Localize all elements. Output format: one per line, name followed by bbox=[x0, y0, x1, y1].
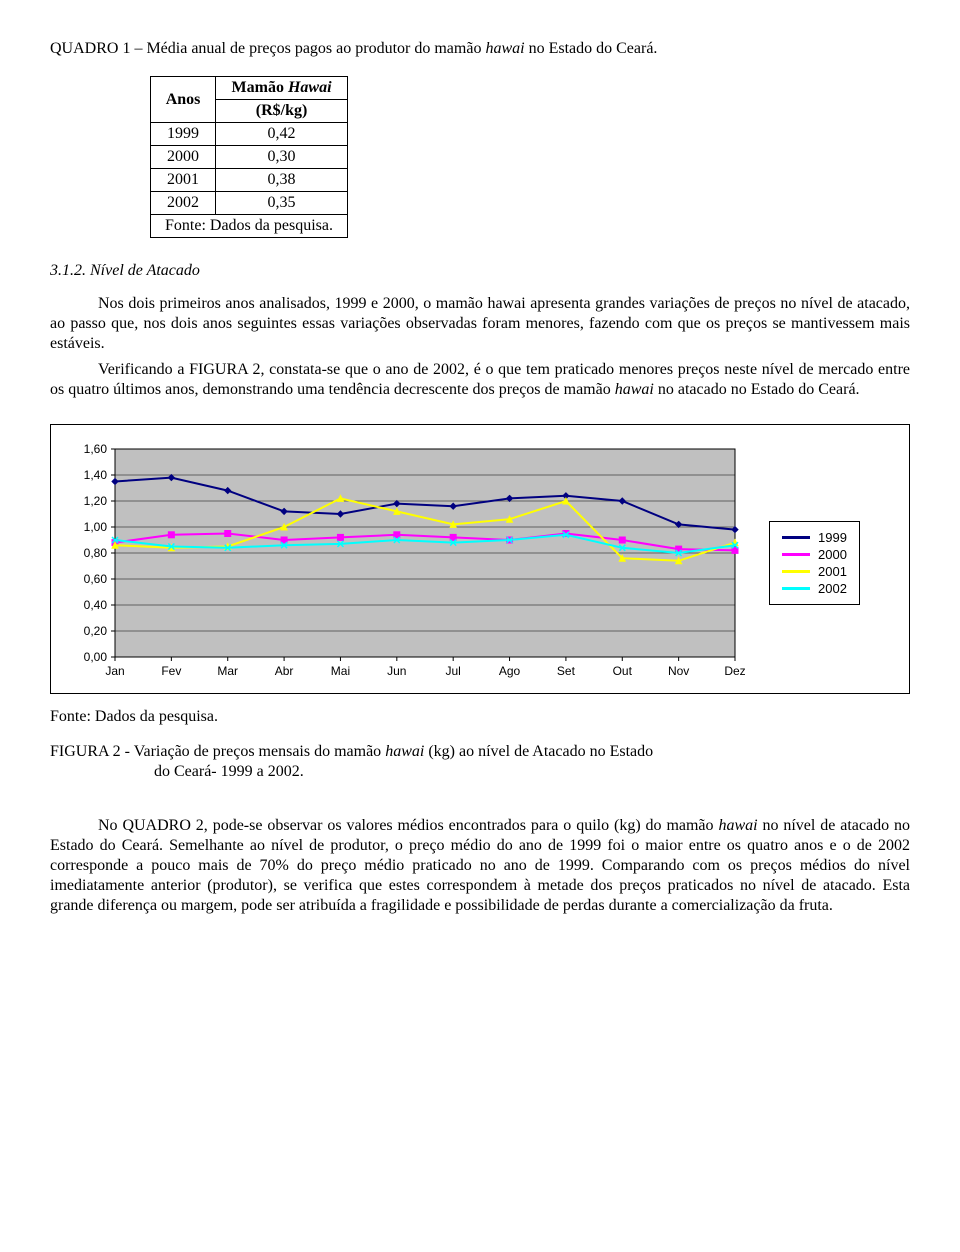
legend-label: 1999 bbox=[818, 530, 847, 545]
svg-text:Jun: Jun bbox=[387, 664, 406, 678]
col2-italic: Hawai bbox=[288, 79, 332, 96]
legend-label: 2001 bbox=[818, 564, 847, 579]
col2-text: Mamão bbox=[232, 79, 288, 96]
svg-text:Jan: Jan bbox=[105, 664, 124, 678]
svg-text:0,80: 0,80 bbox=[84, 546, 108, 560]
svg-text:Out: Out bbox=[613, 664, 633, 678]
table-row: 20020,35 bbox=[151, 192, 348, 215]
svg-text:0,60: 0,60 bbox=[84, 572, 108, 586]
cell-valor: 0,35 bbox=[216, 192, 348, 215]
para3-a: No QUADRO 2, pode-se observar os valores… bbox=[98, 817, 718, 834]
col-mamao-header-line1: Mamão Hawai bbox=[216, 77, 348, 100]
legend-swatch bbox=[782, 536, 810, 539]
para3-italic: hawai bbox=[718, 817, 757, 834]
para-1: Nos dois primeiros anos analisados, 1999… bbox=[50, 294, 910, 354]
svg-text:Fev: Fev bbox=[161, 664, 181, 678]
svg-text:Abr: Abr bbox=[275, 664, 294, 678]
para-3: No QUADRO 2, pode-se observar os valores… bbox=[50, 816, 910, 916]
figura2-caption: FIGURA 2 - Variação de preços mensais do… bbox=[50, 742, 910, 782]
quadro1-title-prefix: QUADRO 1 – Média anual de preços pagos a… bbox=[50, 40, 485, 57]
cell-valor: 0,38 bbox=[216, 169, 348, 192]
fig-cap-b: (kg) ao nível de Atacado no Estado bbox=[424, 743, 653, 760]
quadro1-table: Anos Mamão Hawai (R$/kg) 19990,4220000,3… bbox=[150, 76, 348, 238]
legend-swatch bbox=[782, 553, 810, 556]
section-heading-312: 3.1.2. Nível de Atacado bbox=[50, 262, 910, 280]
svg-text:1,60: 1,60 bbox=[84, 443, 108, 456]
svg-text:Nov: Nov bbox=[668, 664, 689, 678]
cell-ano: 2001 bbox=[151, 169, 216, 192]
quadro1-title: QUADRO 1 – Média anual de preços pagos a… bbox=[50, 40, 910, 58]
fig-cap-italic: hawai bbox=[385, 743, 424, 760]
legend-item: 1999 bbox=[782, 530, 847, 545]
svg-text:Ago: Ago bbox=[499, 664, 521, 678]
legend-label: 2000 bbox=[818, 547, 847, 562]
svg-text:1,40: 1,40 bbox=[84, 468, 108, 482]
para2-italic: hawai bbox=[615, 381, 654, 398]
para-2: Verificando a FIGURA 2, constata-se que … bbox=[50, 360, 910, 400]
svg-text:0,20: 0,20 bbox=[84, 624, 108, 638]
legend-item: 2001 bbox=[782, 564, 847, 579]
svg-text:0,00: 0,00 bbox=[84, 650, 108, 664]
chart-legend: 1999 2000 2001 2002 bbox=[769, 521, 860, 605]
figura2-line-chart: 0,00 0,20 0,40 0,60 0,80 1,00 1,20 1,40 1,60 Jan F… bbox=[65, 443, 745, 683]
fig-cap-c: do Ceará- 1999 a 2002. bbox=[50, 762, 910, 782]
table-row: 19990,42 bbox=[151, 123, 348, 146]
fonte-dados: Fonte: Dados da pesquisa. bbox=[50, 708, 910, 726]
svg-text:Mai: Mai bbox=[331, 664, 350, 678]
svg-text:0,40: 0,40 bbox=[84, 598, 108, 612]
fig-cap-a: FIGURA 2 - Variação de preços mensais do… bbox=[50, 743, 385, 760]
legend-swatch bbox=[782, 570, 810, 573]
svg-text:1,20: 1,20 bbox=[84, 494, 108, 508]
table-row: 20000,30 bbox=[151, 146, 348, 169]
cell-valor: 0,42 bbox=[216, 123, 348, 146]
quadro1-title-italic: hawai bbox=[485, 40, 524, 57]
cell-ano: 1999 bbox=[151, 123, 216, 146]
svg-text:Jul: Jul bbox=[446, 664, 461, 678]
table1-footer: Fonte: Dados da pesquisa. bbox=[151, 215, 348, 238]
cell-valor: 0,30 bbox=[216, 146, 348, 169]
legend-item: 2000 bbox=[782, 547, 847, 562]
svg-text:Mar: Mar bbox=[217, 664, 238, 678]
svg-text:Set: Set bbox=[557, 664, 576, 678]
para2-b: no atacado no Estado do Ceará. bbox=[654, 381, 860, 398]
cell-ano: 2000 bbox=[151, 146, 216, 169]
svg-text:1,00: 1,00 bbox=[84, 520, 108, 534]
legend-label: 2002 bbox=[818, 581, 847, 596]
svg-text:Dez: Dez bbox=[724, 664, 745, 678]
legend-item: 2002 bbox=[782, 581, 847, 596]
figura2-chart-container: 0,00 0,20 0,40 0,60 0,80 1,00 1,20 1,40 1,60 Jan F… bbox=[50, 424, 910, 694]
col-mamao-header-line2: (R$/kg) bbox=[216, 100, 348, 123]
col-anos-header: Anos bbox=[151, 77, 216, 123]
table-row: 20010,38 bbox=[151, 169, 348, 192]
quadro1-title-suffix: no Estado do Ceará. bbox=[525, 40, 658, 57]
cell-ano: 2002 bbox=[151, 192, 216, 215]
legend-swatch bbox=[782, 587, 810, 590]
